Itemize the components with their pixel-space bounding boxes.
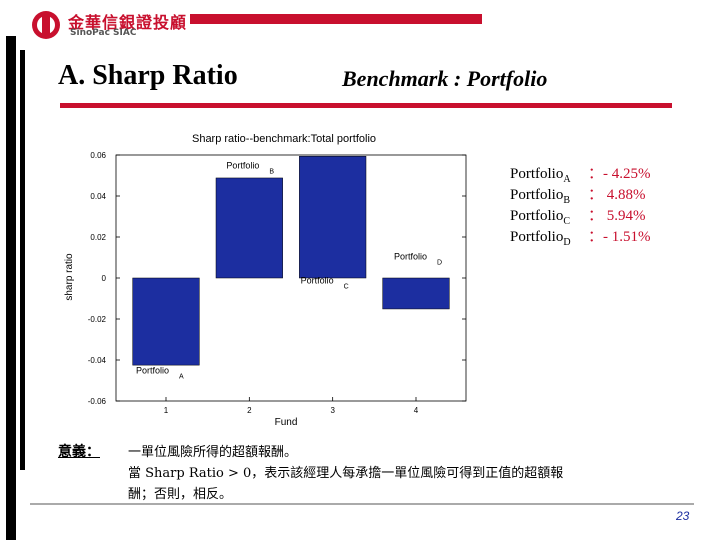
y-tick-label: -0.02 [88, 315, 107, 324]
slide-title: A. Sharp Ratio [58, 60, 238, 91]
company-name-en: SinoPac SIAC [70, 28, 137, 38]
company-logo-mark [32, 11, 60, 39]
legend-name-text: Portfolio [510, 166, 564, 182]
company-logo: 金華信銀證投顧 SinoPac SIAC [30, 9, 200, 41]
legend: PortfolioA ：- 4.25% PortfolioB： 4.88% Portf… [510, 162, 651, 248]
meaning-line-2: 當 Sharp Ratio > 0，表示該經理人每承擔一單位風險可得到正值的超額… [128, 466, 564, 481]
legend-value: ：- 4.25% [588, 166, 651, 182]
legend-name-text: Portfolio [510, 208, 564, 224]
legend-row-A: PortfolioA ：- 4.25% [510, 162, 651, 185]
legend-row-C: PortfolioC： 5.94% [510, 204, 651, 227]
bar-3 [299, 155, 367, 279]
legend-value: ：- 1.51% [588, 229, 651, 245]
slide-subtitle: Benchmark : Portfolio [342, 66, 548, 91]
x-tick-label: 1 [164, 406, 169, 415]
title-divider [60, 103, 672, 108]
bar-label-D: Portfolio [394, 252, 427, 262]
header-bar [190, 14, 482, 24]
left-decoration-line [20, 50, 25, 470]
legend-name-sub: B [563, 195, 571, 206]
y-tick-label: 0 [102, 274, 107, 283]
y-tick-label: 0.06 [90, 151, 106, 160]
meaning-label: 意義： [58, 444, 100, 460]
sharp-ratio-chart: Sharp ratio--benchmark:Total portfolio s… [64, 133, 467, 428]
bar-label-sub-B: B [269, 168, 274, 175]
bar-label-sub-D: D [437, 260, 442, 267]
meaning-line-1: 一單位風險所得的超額報酬。 [128, 445, 298, 460]
legend-row-D: PortfolioD ：- 1.51% [510, 225, 651, 248]
chart-title: Sharp ratio--benchmark:Total portfolio [192, 133, 376, 145]
legend-name: PortfolioB [510, 187, 588, 206]
legend-name: PortfolioC [510, 208, 588, 227]
legend-name-text: Portfolio [510, 229, 564, 245]
x-tick-label: 4 [414, 406, 419, 415]
chart-x-axis-label: Fund [275, 417, 298, 428]
bar-label-A: Portfolio [136, 365, 169, 375]
bar-label-C: Portfolio [301, 276, 334, 286]
meaning-line-3: 酬；否則，相反。 [128, 487, 233, 502]
y-tick-label: -0.04 [88, 356, 107, 365]
y-tick-label: 0.02 [90, 233, 106, 242]
bar-label-sub-A: A [179, 373, 184, 380]
left-decoration-bar [6, 36, 16, 540]
page-number: 23 [676, 509, 690, 523]
legend-name-sub: D [563, 237, 571, 248]
legend-row-B: PortfolioB： 4.88% [510, 183, 651, 206]
legend-value: ： 4.88% [588, 187, 646, 203]
bar-4 [382, 277, 450, 310]
legend-name: PortfolioA [510, 166, 588, 185]
y-tick-label: -0.06 [88, 397, 107, 406]
x-tick-label: 3 [330, 406, 335, 415]
footer-divider [30, 503, 694, 505]
legend-name: PortfolioD [510, 229, 588, 248]
company-name-cn: 金華信銀證投顧 [68, 13, 188, 32]
legend-name-sub: A [563, 174, 571, 185]
bar-label-B: Portfolio [226, 160, 259, 170]
legend-value: ： 5.94% [588, 208, 646, 224]
bar-1 [132, 277, 200, 366]
bar-2 [215, 177, 283, 279]
x-tick-label: 2 [247, 406, 252, 415]
chart-y-axis-label: sharp ratio [64, 253, 75, 301]
legend-name-text: Portfolio [510, 187, 564, 203]
bar-label-sub-C: C [344, 284, 349, 291]
legend-name-sub: C [563, 216, 571, 227]
y-tick-label: 0.04 [90, 192, 106, 201]
